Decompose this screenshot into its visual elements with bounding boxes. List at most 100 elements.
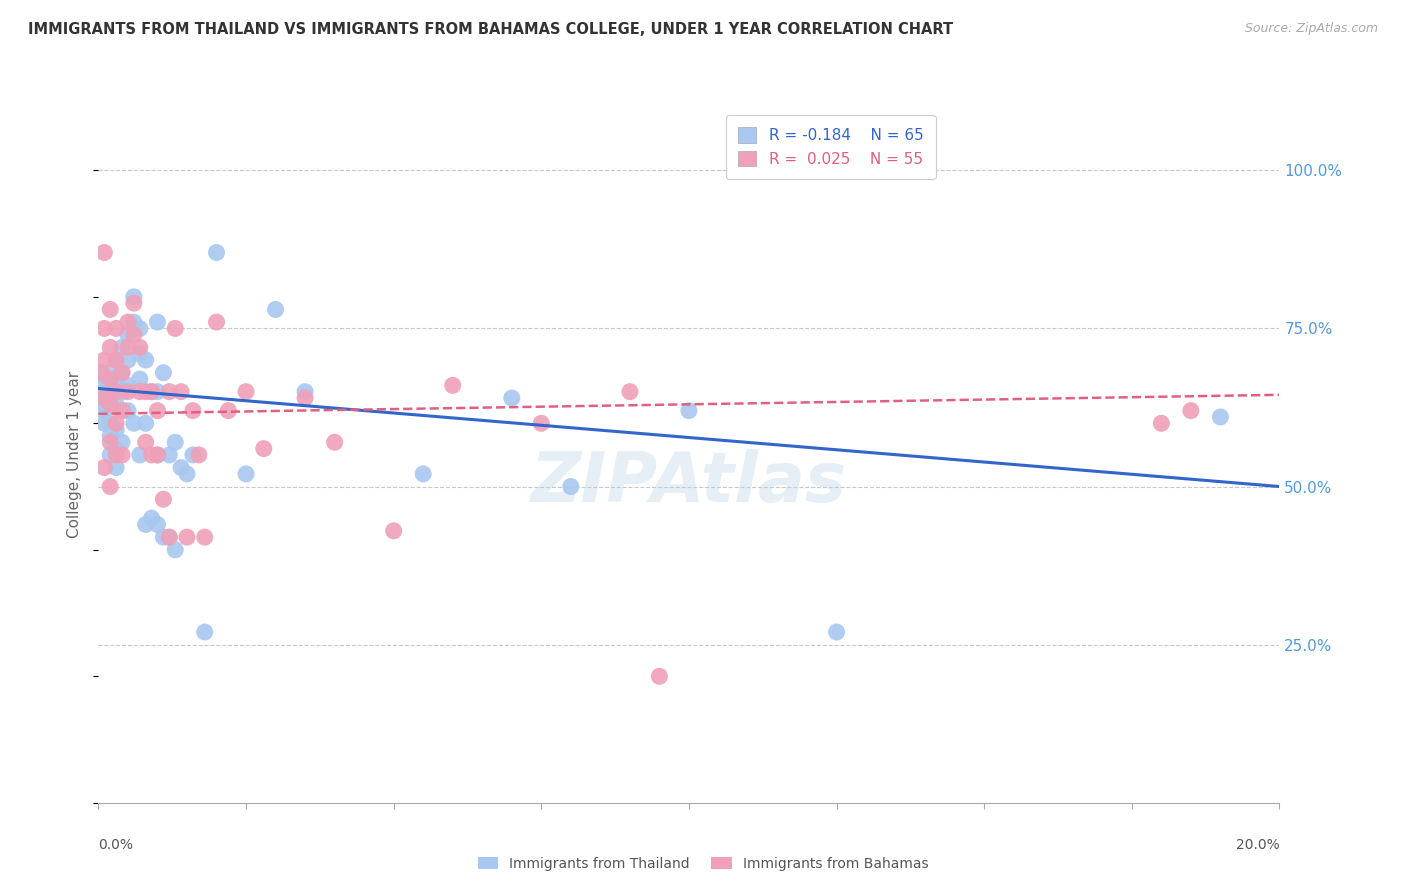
Point xyxy=(619,384,641,399)
Point xyxy=(111,403,134,417)
Point xyxy=(501,391,523,405)
Point xyxy=(128,384,150,399)
Text: IMMIGRANTS FROM THAILAND VS IMMIGRANTS FROM BAHAMAS COLLEGE, UNDER 1 YEAR CORREL: IMMIGRANTS FROM THAILAND VS IMMIGRANTS F… xyxy=(28,22,953,37)
Point xyxy=(111,366,134,380)
Point xyxy=(98,479,121,493)
Point xyxy=(135,435,157,450)
Point xyxy=(235,467,257,481)
Point xyxy=(146,448,169,462)
Point xyxy=(176,467,198,481)
Point xyxy=(135,417,157,431)
Point xyxy=(152,366,174,380)
Point xyxy=(98,448,121,462)
Point xyxy=(165,321,187,335)
Point xyxy=(135,384,157,399)
Point xyxy=(678,403,700,417)
Point xyxy=(90,366,112,380)
Point xyxy=(117,327,139,342)
Point xyxy=(117,340,139,354)
Point xyxy=(1209,409,1232,424)
Point xyxy=(98,372,121,386)
Point xyxy=(170,460,193,475)
Point xyxy=(90,366,112,380)
Point xyxy=(825,625,848,640)
Point xyxy=(122,327,145,342)
Point xyxy=(111,435,134,450)
Point xyxy=(105,378,128,392)
Point xyxy=(105,321,128,335)
Point xyxy=(205,245,228,260)
Point xyxy=(1150,417,1173,431)
Point xyxy=(141,384,163,399)
Point xyxy=(93,403,115,417)
Point xyxy=(98,397,121,411)
Text: Source: ZipAtlas.com: Source: ZipAtlas.com xyxy=(1244,22,1378,36)
Point xyxy=(264,302,287,317)
Point xyxy=(441,378,464,392)
Point xyxy=(1180,403,1202,417)
Point xyxy=(176,530,198,544)
Point xyxy=(194,625,217,640)
Point xyxy=(93,384,115,399)
Point xyxy=(98,340,121,354)
Point xyxy=(141,384,163,399)
Text: 0.0%: 0.0% xyxy=(98,838,134,853)
Point xyxy=(146,384,169,399)
Point xyxy=(111,403,134,417)
Point xyxy=(105,442,128,456)
Point xyxy=(157,530,180,544)
Point xyxy=(93,460,115,475)
Point xyxy=(412,467,434,481)
Point xyxy=(165,542,187,557)
Point xyxy=(181,448,204,462)
Point xyxy=(93,417,115,431)
Point xyxy=(122,417,145,431)
Point xyxy=(98,366,121,380)
Point xyxy=(128,321,150,335)
Point xyxy=(93,397,115,411)
Point xyxy=(98,417,121,431)
Point xyxy=(111,366,134,380)
Point xyxy=(530,417,553,431)
Point xyxy=(323,435,346,450)
Point xyxy=(117,315,139,329)
Point xyxy=(884,163,907,178)
Point xyxy=(93,353,115,368)
Point xyxy=(205,315,228,329)
Point xyxy=(165,435,187,450)
Point xyxy=(98,384,121,399)
Point xyxy=(294,391,316,405)
Point xyxy=(170,384,193,399)
Point xyxy=(122,296,145,310)
Point xyxy=(111,448,134,462)
Text: 20.0%: 20.0% xyxy=(1236,838,1279,853)
Point xyxy=(294,384,316,399)
Point xyxy=(128,372,150,386)
Point xyxy=(157,530,180,544)
Point xyxy=(105,417,128,431)
Point xyxy=(235,384,257,399)
Point xyxy=(98,435,121,450)
Point xyxy=(128,340,150,354)
Point xyxy=(98,429,121,443)
Point xyxy=(91,378,114,392)
Point xyxy=(122,290,145,304)
Point xyxy=(648,669,671,683)
Point xyxy=(98,397,121,411)
Y-axis label: College, Under 1 year: College, Under 1 year xyxy=(67,371,83,539)
Point xyxy=(117,378,139,392)
Point xyxy=(93,321,115,335)
Point xyxy=(187,448,209,462)
Point xyxy=(181,403,204,417)
Point xyxy=(105,423,128,437)
Point xyxy=(135,353,157,368)
Point xyxy=(96,372,118,386)
Point xyxy=(105,353,128,368)
Point xyxy=(135,517,157,532)
Point xyxy=(105,384,128,399)
Point xyxy=(146,315,169,329)
Point xyxy=(93,391,115,405)
Point xyxy=(152,492,174,507)
Point xyxy=(128,347,150,361)
Point xyxy=(141,511,163,525)
